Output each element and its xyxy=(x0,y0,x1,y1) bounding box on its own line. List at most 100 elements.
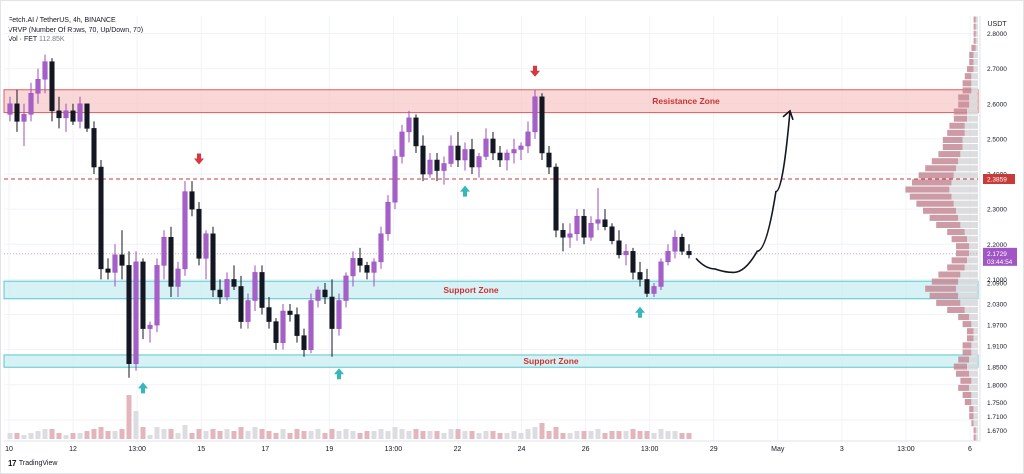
volume-bar xyxy=(371,431,377,439)
volume-bar xyxy=(448,429,454,439)
volume-bar xyxy=(224,429,230,439)
volume-profile-bar-down xyxy=(969,51,974,58)
volume-line[interactable]: Vol · FET 112.85K xyxy=(8,35,143,45)
volume-profile-bar-up xyxy=(967,363,978,370)
volume-profile-bar-down xyxy=(969,406,974,413)
candle-body xyxy=(511,149,517,154)
volume-profile-bar-up xyxy=(973,59,978,66)
volume-bar xyxy=(28,433,34,439)
candle-body xyxy=(455,145,461,161)
candle-body xyxy=(329,296,335,329)
candle-body xyxy=(385,201,391,235)
volume-bar xyxy=(42,429,48,439)
candle-body xyxy=(679,237,685,252)
volume-bar xyxy=(133,411,139,439)
volume-profile-bar-down xyxy=(916,200,954,207)
volume-bar xyxy=(630,429,636,439)
volume-bar xyxy=(588,431,594,439)
volume-profile-bar-down xyxy=(962,321,972,328)
volume-bar xyxy=(350,431,356,439)
volume-bar xyxy=(518,433,524,439)
volume-bar xyxy=(203,431,209,439)
volume-profile-bar-down xyxy=(964,73,972,80)
up-arrow-icon xyxy=(138,382,148,394)
volume-bar xyxy=(343,429,349,439)
candle-body xyxy=(588,222,594,238)
candle-body xyxy=(497,152,503,161)
volume-bar xyxy=(490,431,496,439)
candle-body xyxy=(490,138,496,154)
x-tick-label: 24 xyxy=(518,446,526,453)
volume-bar xyxy=(595,429,601,439)
indicator-line[interactable]: VRVP (Number Of Rows, 70, Up/Down, 70) xyxy=(8,26,144,34)
volume-profile-bar-down xyxy=(964,399,972,406)
support-zone-label: Support Zone xyxy=(443,285,499,295)
volume-bar xyxy=(378,429,384,439)
volume-profile-bar-down xyxy=(973,37,976,44)
volume-profile-bar-up xyxy=(967,236,978,243)
volume-bar xyxy=(441,433,447,439)
volume-profile-bar-up xyxy=(973,406,978,413)
volume-bar xyxy=(357,433,363,439)
volume-bar xyxy=(651,433,657,439)
resistance-zone-label: Resistance Zone xyxy=(652,96,720,106)
symbol-line[interactable]: Fetch.AI / TetherUS, 4h, BINANCE xyxy=(8,17,116,24)
y-tick-label: 2.2000 xyxy=(987,242,1007,249)
support-zone-label: Support Zone xyxy=(523,356,579,366)
candle-body xyxy=(203,233,209,259)
candle-body xyxy=(427,159,433,175)
candle-body xyxy=(644,279,650,294)
candle-body xyxy=(224,279,230,298)
x-tick-label: 19 xyxy=(325,446,333,453)
up-arrow-icon xyxy=(334,368,344,380)
volume-profile-bar-down xyxy=(971,44,976,51)
candle-body xyxy=(539,96,545,154)
volume-bar xyxy=(455,429,461,439)
candle-body xyxy=(483,138,489,157)
candle-body xyxy=(357,258,363,266)
volume-bar xyxy=(469,431,475,439)
candle-body xyxy=(154,265,160,326)
volume-profile-bar-down xyxy=(949,122,965,129)
candle-body xyxy=(14,103,20,122)
volume-profile-bar-down xyxy=(973,30,976,37)
volume-bar xyxy=(637,431,643,439)
volume-profile-bar-down xyxy=(936,221,961,228)
volume-profile-bar-down xyxy=(971,420,974,427)
candle-body xyxy=(392,156,398,203)
volume-profile-bar-down xyxy=(909,193,952,200)
volume-profile-bar-up xyxy=(958,214,978,221)
volume-bar xyxy=(7,433,13,439)
x-tick-label: 26 xyxy=(582,446,590,453)
candle-body xyxy=(658,261,664,287)
support-zone xyxy=(3,354,979,368)
candle-body xyxy=(112,254,118,273)
volume-profile-bar-up xyxy=(973,328,978,335)
brand-name: TradingView xyxy=(18,460,58,467)
volume-bar xyxy=(581,431,587,439)
candle-body xyxy=(406,117,412,133)
volume-bar xyxy=(602,433,608,439)
volume-profile-bar-up xyxy=(975,16,978,23)
volume-bar xyxy=(280,429,286,439)
volume-profile-bar-up xyxy=(971,321,978,328)
candle-body xyxy=(259,272,265,308)
x-tick-label: 10 xyxy=(5,446,13,453)
x-tick-label: 3 xyxy=(840,446,844,453)
candle-body xyxy=(343,275,349,301)
volume-bar xyxy=(546,431,552,439)
y-tick-label: 1.8500 xyxy=(987,365,1007,372)
volume-bar xyxy=(35,431,41,439)
candle-body xyxy=(294,314,300,336)
volume-profile-bar-up xyxy=(951,193,978,200)
candle-body xyxy=(518,145,524,150)
last-price-tag xyxy=(983,247,1017,266)
x-tick-label: 13:00 xyxy=(897,446,915,453)
volume-bar xyxy=(560,433,566,439)
volume-bar xyxy=(196,429,202,439)
candle-body xyxy=(322,289,328,298)
x-tick-label: 29 xyxy=(710,446,718,453)
volume-bar xyxy=(574,431,580,439)
x-tick-label: May xyxy=(771,446,785,453)
